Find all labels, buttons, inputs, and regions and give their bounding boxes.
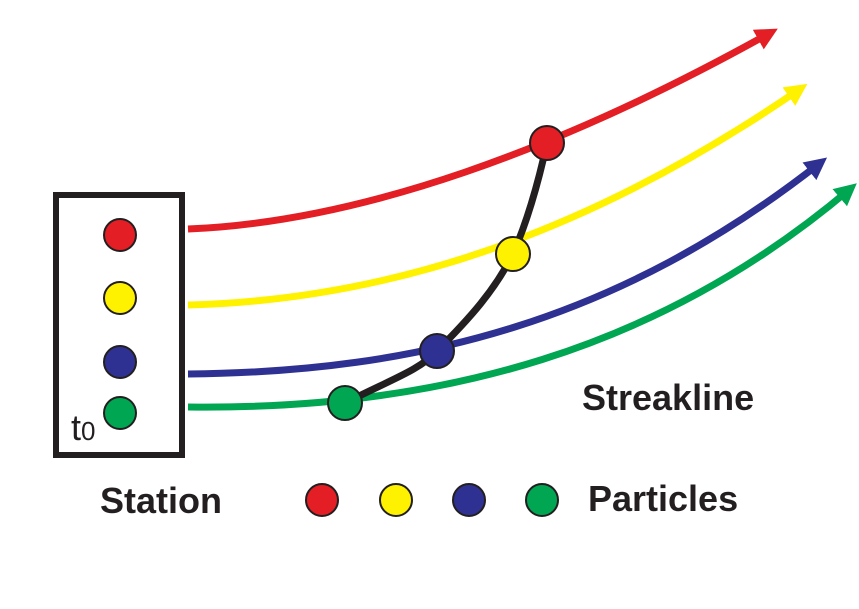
- particle-blue: [419, 333, 455, 369]
- legend-dot-yellow: [379, 483, 413, 517]
- yellow-path: [187, 83, 808, 309]
- legend-dot-green: [525, 483, 559, 517]
- green-path: [187, 183, 857, 411]
- particle-yellow: [495, 236, 531, 272]
- particle-red: [529, 125, 565, 161]
- station-dot-red: [103, 218, 137, 252]
- time-symbol: t: [71, 407, 81, 448]
- station-label: Station: [100, 480, 222, 521]
- streakline: [343, 142, 551, 407]
- time-label: t0: [71, 407, 95, 448]
- red-path: [187, 28, 778, 233]
- particle-green: [327, 385, 363, 421]
- particles-label: Particles: [588, 478, 738, 519]
- time-subscript: 0: [81, 416, 95, 446]
- legend-dot-red: [305, 483, 339, 517]
- station-dot-yellow: [103, 281, 137, 315]
- station-dot-green: [103, 396, 137, 430]
- station-dot-blue: [103, 345, 137, 379]
- legend-dot-blue: [452, 483, 486, 517]
- blue-path: [187, 157, 828, 378]
- streakline-label: Streakline: [582, 377, 754, 418]
